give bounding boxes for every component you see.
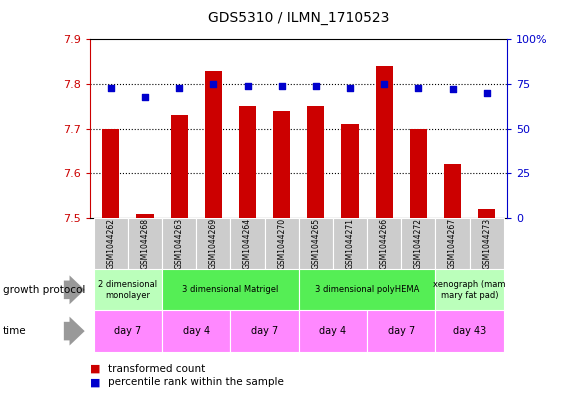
- Bar: [230, 218, 265, 269]
- Text: day 7: day 7: [114, 326, 142, 336]
- Text: day 4: day 4: [182, 326, 210, 336]
- Text: day 7: day 7: [388, 326, 415, 336]
- Bar: [307, 107, 324, 218]
- Bar: [436, 218, 470, 269]
- Bar: [239, 107, 256, 218]
- Point: [243, 83, 252, 89]
- Point: [174, 84, 184, 91]
- Text: 3 dimensional Matrigel: 3 dimensional Matrigel: [182, 285, 279, 294]
- FancyArrow shape: [64, 317, 85, 345]
- Text: GSM1044262: GSM1044262: [106, 218, 115, 269]
- Bar: [299, 310, 367, 352]
- Point: [448, 86, 457, 92]
- Text: ■: ■: [90, 377, 101, 387]
- Text: GSM1044270: GSM1044270: [277, 218, 286, 269]
- Text: GSM1044265: GSM1044265: [311, 218, 321, 269]
- Point: [277, 83, 286, 89]
- Text: GSM1044269: GSM1044269: [209, 218, 218, 269]
- Text: GDS5310 / ILMN_1710523: GDS5310 / ILMN_1710523: [208, 11, 389, 25]
- Text: GSM1044266: GSM1044266: [380, 218, 389, 269]
- Text: day 4: day 4: [319, 326, 346, 336]
- Bar: [342, 124, 359, 218]
- Bar: [171, 115, 188, 218]
- Point: [311, 83, 321, 89]
- Bar: [375, 66, 393, 218]
- Bar: [162, 310, 230, 352]
- Text: growth protocol: growth protocol: [3, 285, 85, 295]
- Text: day 43: day 43: [453, 326, 486, 336]
- Bar: [444, 164, 461, 218]
- Text: xenograph (mam
mary fat pad): xenograph (mam mary fat pad): [433, 280, 506, 299]
- Bar: [333, 218, 367, 269]
- Bar: [94, 310, 162, 352]
- Text: 2 dimensional
monolayer: 2 dimensional monolayer: [99, 280, 157, 299]
- Point: [414, 84, 423, 91]
- Point: [209, 81, 218, 87]
- Bar: [401, 218, 436, 269]
- Text: GSM1044267: GSM1044267: [448, 218, 457, 269]
- Text: GSM1044273: GSM1044273: [482, 218, 491, 269]
- Bar: [128, 218, 162, 269]
- Text: ■: ■: [90, 364, 101, 374]
- Text: percentile rank within the sample: percentile rank within the sample: [108, 377, 284, 387]
- Text: GSM1044271: GSM1044271: [346, 218, 354, 269]
- Text: GSM1044268: GSM1044268: [141, 218, 149, 269]
- Bar: [478, 209, 495, 218]
- Text: GSM1044272: GSM1044272: [414, 218, 423, 269]
- FancyArrow shape: [64, 275, 85, 304]
- Bar: [410, 129, 427, 218]
- Text: time: time: [3, 326, 27, 336]
- Text: day 7: day 7: [251, 326, 278, 336]
- Bar: [436, 310, 504, 352]
- Bar: [367, 218, 401, 269]
- Bar: [94, 269, 162, 310]
- Point: [380, 81, 389, 87]
- Text: 3 dimensional polyHEMA: 3 dimensional polyHEMA: [315, 285, 419, 294]
- Bar: [273, 111, 290, 218]
- Bar: [470, 218, 504, 269]
- Point: [482, 90, 491, 96]
- Point: [106, 84, 115, 91]
- Text: transformed count: transformed count: [108, 364, 205, 374]
- Bar: [196, 218, 230, 269]
- Bar: [205, 71, 222, 218]
- Point: [141, 94, 150, 100]
- Bar: [162, 218, 196, 269]
- Bar: [94, 218, 128, 269]
- Bar: [367, 310, 436, 352]
- Bar: [265, 218, 299, 269]
- Text: GSM1044264: GSM1044264: [243, 218, 252, 269]
- Point: [345, 84, 354, 91]
- Text: GSM1044263: GSM1044263: [175, 218, 184, 269]
- Bar: [299, 218, 333, 269]
- Bar: [230, 310, 298, 352]
- Bar: [162, 269, 299, 310]
- Bar: [103, 129, 120, 218]
- Bar: [299, 269, 436, 310]
- Bar: [436, 269, 504, 310]
- Bar: [136, 214, 153, 218]
